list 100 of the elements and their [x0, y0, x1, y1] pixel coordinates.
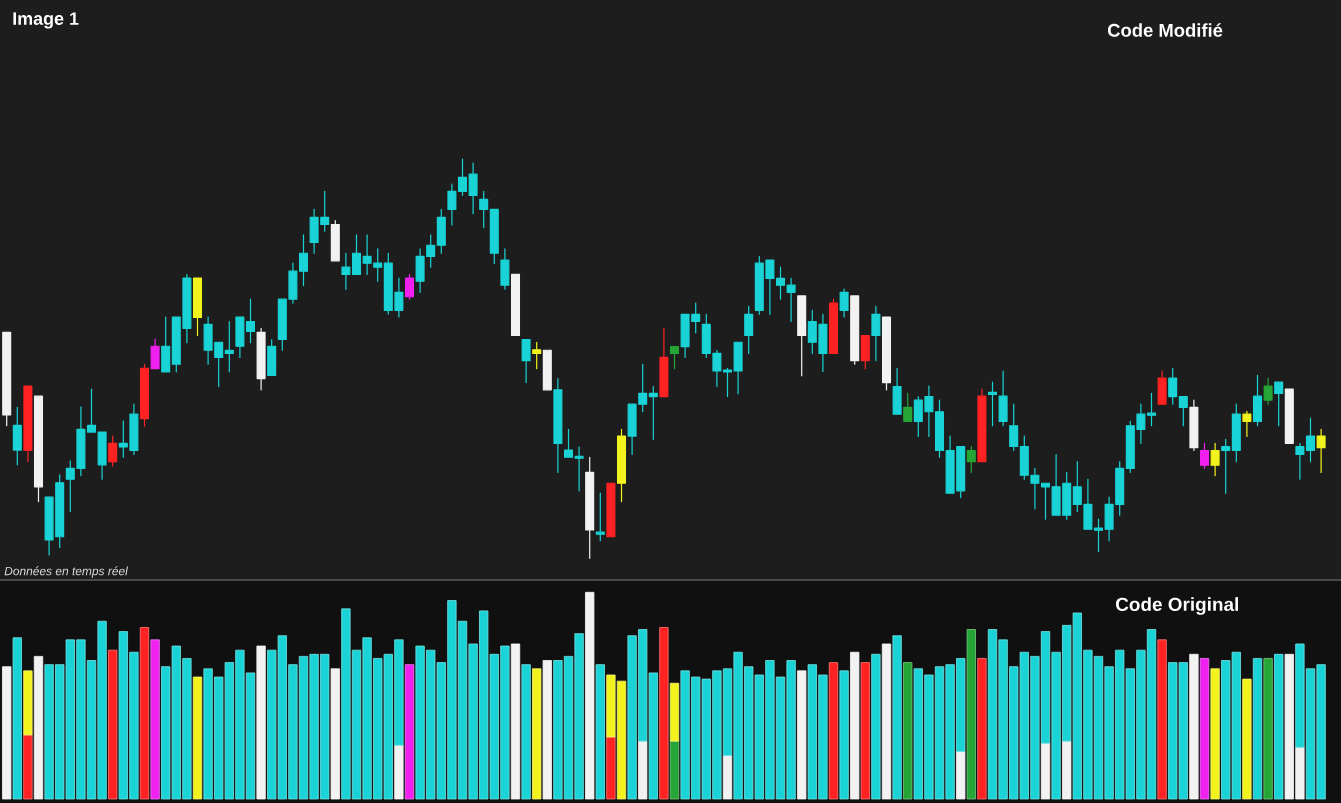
candlestick — [1168, 367, 1178, 405]
bar — [33, 655, 44, 800]
candlestick — [2, 331, 12, 427]
candlestick — [1252, 374, 1263, 427]
candlestick — [871, 305, 881, 362]
candlestick — [966, 445, 976, 474]
candlestick — [903, 392, 913, 422]
bar — [1189, 653, 1199, 800]
candlestick — [860, 334, 870, 370]
bar — [139, 627, 150, 800]
candlestick — [574, 446, 584, 492]
candlestick — [447, 183, 457, 226]
candlestick — [585, 456, 595, 559]
candlestick — [23, 385, 33, 463]
candlestick — [1093, 518, 1104, 553]
candlestick — [341, 252, 351, 290]
candlestick — [998, 370, 1008, 427]
candlestick — [1274, 381, 1284, 427]
chart-subtitle: Code Modifié — [1107, 23, 1223, 37]
candlestick — [1305, 417, 1316, 463]
candlestick — [1146, 392, 1157, 427]
bar — [542, 660, 552, 800]
bar — [330, 668, 340, 800]
candlestick — [850, 295, 860, 365]
candlestick — [1199, 442, 1210, 470]
bar — [860, 662, 870, 800]
candlestick — [468, 162, 478, 215]
candlestick — [404, 273, 415, 300]
text: Données en temps réel — [4, 566, 129, 578]
candlestick — [977, 388, 987, 463]
candlestick — [457, 158, 468, 196]
candlestick — [797, 295, 807, 377]
bar — [977, 658, 987, 800]
candlestick — [744, 305, 754, 355]
bar — [669, 682, 680, 742]
candlestick — [1284, 388, 1294, 444]
candlestick — [1210, 442, 1220, 477]
bar — [595, 664, 605, 800]
bar — [850, 651, 860, 800]
candlestick — [733, 341, 743, 395]
bar — [828, 662, 839, 800]
bar — [1210, 668, 1220, 800]
candlestick — [150, 338, 160, 370]
bar — [1263, 658, 1273, 800]
candlestick — [108, 435, 118, 467]
bar — [521, 664, 531, 800]
candlestick — [786, 277, 796, 323]
chart-title: Image 1 — [13, 12, 79, 29]
bar — [585, 591, 595, 800]
candlestick — [1231, 403, 1241, 463]
bar — [12, 637, 22, 800]
bar — [1157, 639, 1167, 800]
candlestick — [606, 482, 616, 538]
candlestick — [351, 234, 362, 275]
candlestick — [33, 395, 44, 503]
bar — [1199, 658, 1210, 800]
candlestick — [1295, 442, 1305, 480]
bar — [23, 734, 33, 800]
candlestick — [235, 316, 245, 359]
candlestick — [669, 346, 680, 370]
bar — [532, 668, 542, 800]
candlestick — [139, 363, 150, 427]
bar — [23, 670, 33, 736]
bar — [404, 664, 415, 800]
bar — [871, 653, 881, 800]
candlestick — [881, 316, 892, 391]
candlestick — [828, 298, 839, 355]
candlestick — [510, 273, 521, 337]
candlestick — [1178, 395, 1188, 427]
candlestick — [256, 327, 266, 391]
candlestick — [563, 428, 574, 458]
candlestick — [267, 338, 277, 377]
bar — [150, 639, 160, 800]
candlestick — [1263, 377, 1273, 405]
bar — [108, 649, 118, 800]
candlestick — [1242, 410, 1252, 438]
candlestick — [775, 266, 786, 300]
candlestick — [12, 406, 22, 466]
bar — [966, 629, 976, 800]
bar — [192, 676, 203, 800]
bar — [722, 755, 733, 800]
bar — [638, 740, 648, 800]
candlestick — [1316, 428, 1326, 474]
candlestick — [1009, 403, 1019, 452]
bar — [510, 643, 521, 800]
bar — [1274, 653, 1284, 800]
candlestick — [1221, 438, 1231, 494]
bar — [797, 670, 807, 800]
candlestick — [489, 208, 499, 265]
candlestick — [298, 234, 309, 287]
bar — [606, 736, 616, 800]
candlestick — [245, 298, 256, 344]
candlestick — [479, 190, 489, 229]
bar — [1242, 678, 1252, 800]
candlestick — [595, 492, 605, 542]
candlestick — [542, 349, 552, 391]
candlestick — [532, 341, 542, 370]
candlestick — [934, 399, 945, 458]
bar — [1062, 740, 1072, 800]
candlestick — [436, 208, 446, 254]
